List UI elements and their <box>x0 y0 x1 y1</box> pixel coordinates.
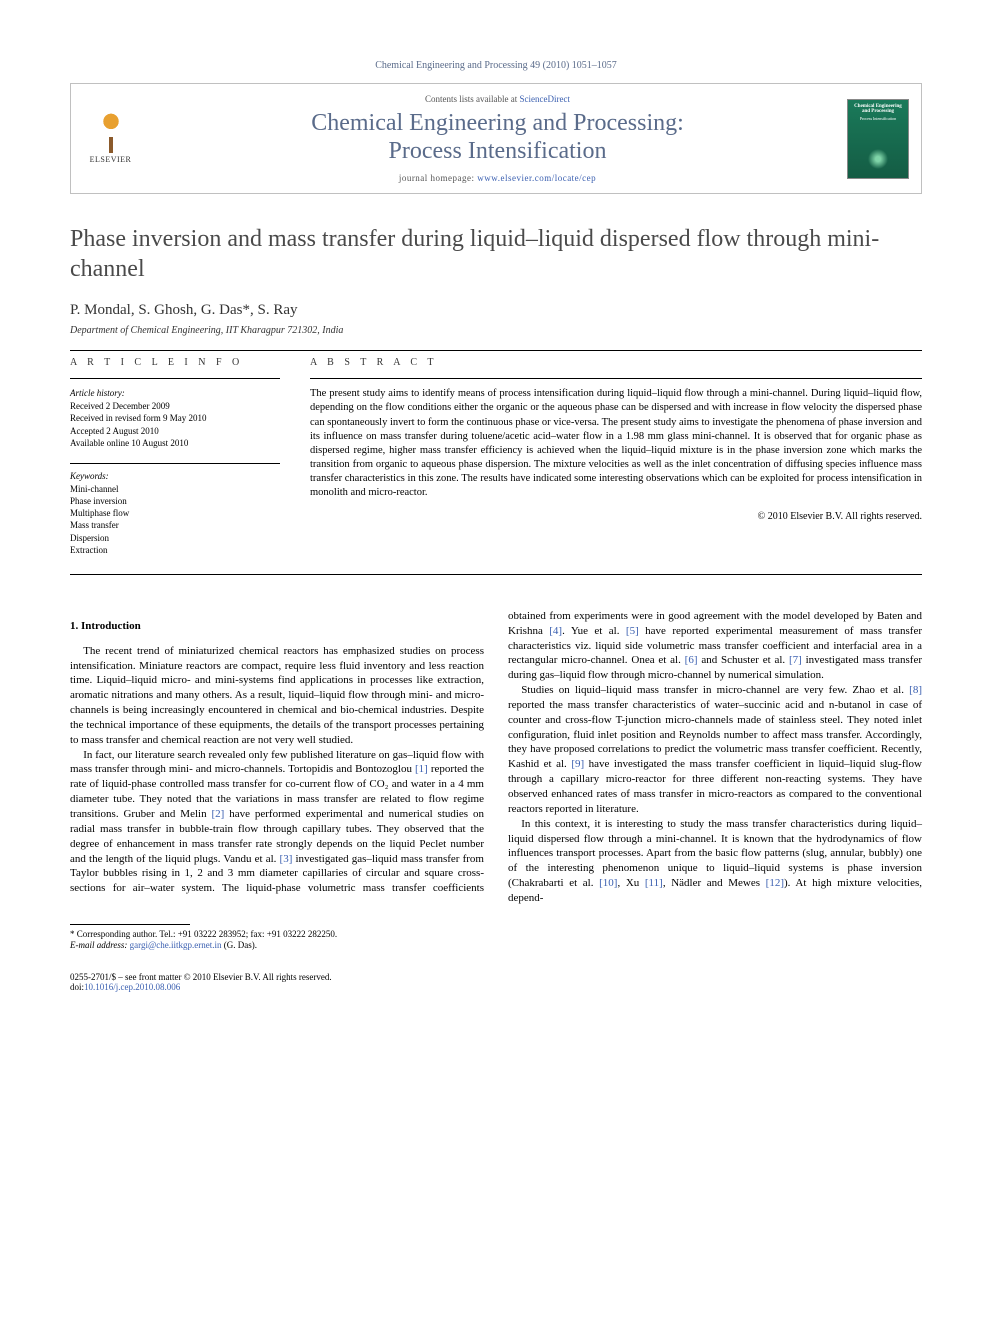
citation-link[interactable]: [9] <box>571 758 584 770</box>
history-received: Received 2 December 2009 <box>70 400 280 412</box>
article-title: Phase inversion and mass transfer during… <box>70 224 922 284</box>
citation-link[interactable]: [8] <box>909 684 922 696</box>
sciencedirect-link[interactable]: ScienceDirect <box>520 94 570 104</box>
citation-link[interactable]: [6] <box>685 654 698 666</box>
keyword: Phase inversion <box>70 495 280 507</box>
abstract-text: The present study aims to identify means… <box>310 387 922 500</box>
journal-title: Chemical Engineering and Processing: Pro… <box>148 110 847 165</box>
footer-left: 0255-2701/$ – see front matter © 2010 El… <box>70 972 332 992</box>
paragraph: The recent trend of miniaturized chemica… <box>70 644 484 748</box>
page-footer: 0255-2701/$ – see front matter © 2010 El… <box>70 972 922 992</box>
homepage-prefix: journal homepage: <box>399 173 477 183</box>
abstract-copyright: © 2010 Elsevier B.V. All rights reserved… <box>310 511 922 522</box>
citation-link[interactable]: [11] <box>645 877 663 889</box>
email-line: E-mail address: gargi@che.iitkgp.ernet.i… <box>70 940 922 952</box>
body-text: 1. Introduction The recent trend of mini… <box>70 609 922 906</box>
journal-cover-thumbnail: Chemical Engineering and Processing Proc… <box>847 99 909 179</box>
homepage-link[interactable]: www.elsevier.com/locate/cep <box>477 173 596 183</box>
keyword: Multiphase flow <box>70 507 280 519</box>
abstract-rule <box>310 378 922 379</box>
citation-link[interactable]: [4] <box>549 625 562 637</box>
elsevier-label: ELSEVIER <box>90 155 132 164</box>
affiliation: Department of Chemical Engineering, IIT … <box>70 325 922 336</box>
keyword: Extraction <box>70 544 280 556</box>
email-label: E-mail address: <box>70 940 130 950</box>
citation-link[interactable]: [7] <box>789 654 802 666</box>
cover-graphic-icon <box>858 144 898 174</box>
journal-header-box: ELSEVIER Contents lists available at Sci… <box>70 83 922 194</box>
contents-available-line: Contents lists available at ScienceDirec… <box>148 94 847 104</box>
rule-top <box>70 350 922 351</box>
history-online: Available online 10 August 2010 <box>70 437 280 449</box>
journal-title-line2: Process Intensification <box>389 138 607 164</box>
abstract-column: A B S T R A C T The present study aims t… <box>310 357 922 570</box>
paragraph: In this context, it is interesting to st… <box>508 817 922 906</box>
citation-link[interactable]: [5] <box>626 625 639 637</box>
journal-reference: Chemical Engineering and Processing 49 (… <box>70 60 922 71</box>
author-list: P. Mondal, S. Ghosh, G. Das*, S. Ray <box>70 302 922 319</box>
footnote-separator <box>70 924 190 925</box>
citation-link[interactable]: [12] <box>766 877 784 889</box>
keyword: Mini-channel <box>70 483 280 495</box>
keyword: Dispersion <box>70 532 280 544</box>
footnotes: * Corresponding author. Tel.: +91 03222 … <box>70 929 922 952</box>
abstract-heading: A B S T R A C T <box>310 357 922 368</box>
section-heading-introduction: 1. Introduction <box>70 619 484 634</box>
keywords-title: Keywords: <box>70 470 280 482</box>
doi-line: doi:10.1016/j.cep.2010.08.006 <box>70 982 332 992</box>
paragraph: Studies on liquid–liquid mass transfer i… <box>508 683 922 817</box>
keyword: Mass transfer <box>70 519 280 531</box>
history-accepted: Accepted 2 August 2010 <box>70 425 280 437</box>
citation-link[interactable]: [1] <box>415 763 428 775</box>
cover-subtitle: Process Intensification <box>860 117 896 121</box>
info-rule <box>70 378 280 379</box>
corresponding-author-note: * Corresponding author. Tel.: +91 03222 … <box>70 929 922 941</box>
rule-bottom <box>70 574 922 575</box>
citation-link[interactable]: [10] <box>599 877 617 889</box>
doi-link[interactable]: 10.1016/j.cep.2010.08.006 <box>84 982 180 992</box>
history-revised: Received in revised form 9 May 2010 <box>70 412 280 424</box>
front-matter-line: 0255-2701/$ – see front matter © 2010 El… <box>70 972 332 982</box>
article-info-heading: A R T I C L E I N F O <box>70 357 280 368</box>
article-history-title: Article history: <box>70 387 280 399</box>
contents-prefix: Contents lists available at <box>425 94 519 104</box>
info-rule-2 <box>70 463 280 464</box>
elsevier-logo: ELSEVIER <box>83 109 138 169</box>
journal-title-line1: Chemical Engineering and Processing: <box>311 110 684 136</box>
email-link[interactable]: gargi@che.iitkgp.ernet.in <box>130 940 222 950</box>
citation-link[interactable]: [2] <box>211 808 224 820</box>
journal-homepage-line: journal homepage: www.elsevier.com/locat… <box>148 173 847 183</box>
elsevier-tree-icon <box>91 113 131 153</box>
cover-title: Chemical Engineering and Processing <box>850 104 906 115</box>
article-info-column: A R T I C L E I N F O Article history: R… <box>70 357 280 570</box>
citation-link[interactable]: [3] <box>280 853 293 865</box>
email-suffix: (G. Das). <box>222 940 258 950</box>
